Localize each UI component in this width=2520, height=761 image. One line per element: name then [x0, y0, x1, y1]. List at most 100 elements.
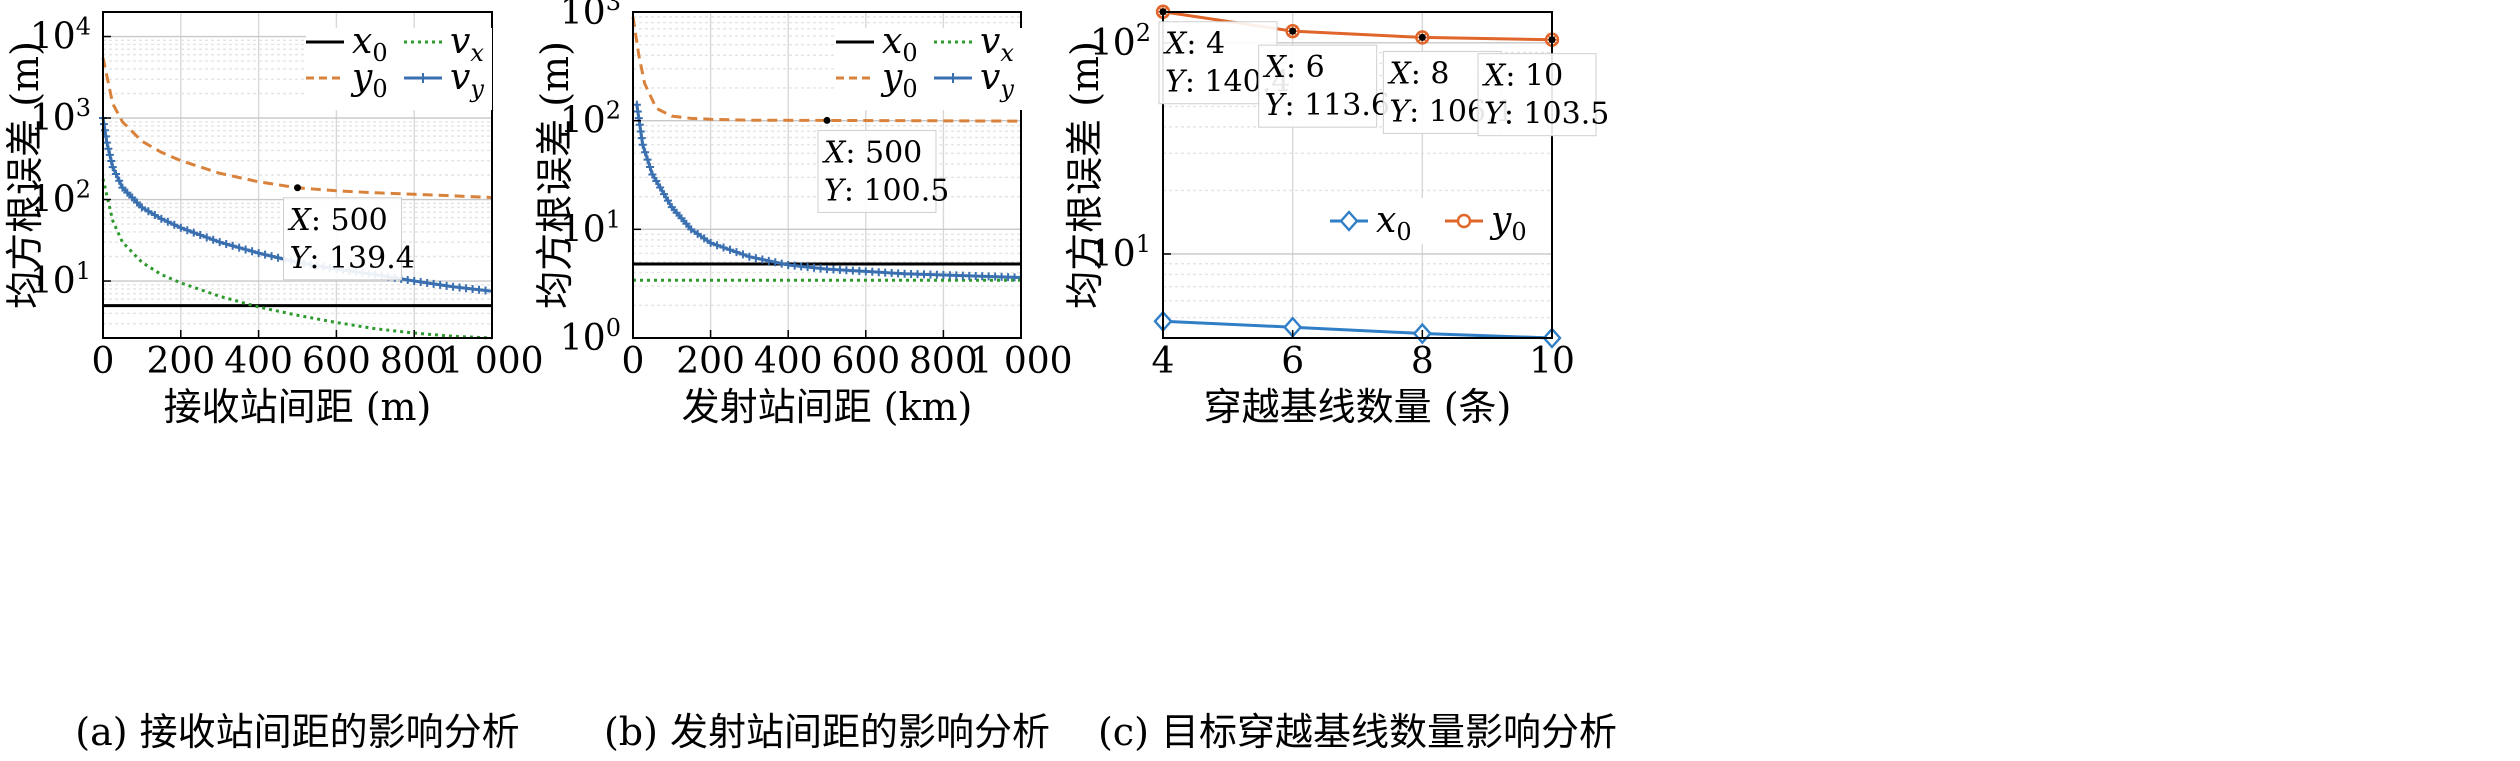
datatip-text: X: 500 — [288, 203, 388, 238]
data-point — [660, 190, 669, 199]
panel-caption: (c) 目标穿越基线数量影响分析 — [1098, 710, 1617, 754]
data-point — [645, 163, 654, 172]
x-tick-label: 1 000 — [440, 341, 543, 382]
y-tick-label: 100 — [560, 314, 621, 359]
datatip: X: 4Y: 140.4 — [1158, 8, 1290, 105]
panel-caption: (b) 发射站间距的影响分析 — [604, 710, 1050, 754]
legend-label: vx — [450, 21, 484, 67]
plot-frame — [1162, 11, 1553, 339]
data-point — [176, 223, 185, 232]
series-y-0 — [631, 16, 1022, 123]
x-tick-label: 0 — [92, 341, 115, 382]
y-tick-label: 101 — [30, 257, 91, 302]
data-point — [267, 252, 276, 261]
series-line — [101, 57, 493, 199]
legend-marker — [418, 73, 428, 83]
data-point — [241, 245, 250, 254]
series-y-0 — [101, 57, 493, 199]
legend: x0 y0 — [1330, 198, 1550, 246]
data-point — [643, 155, 652, 164]
data-point — [764, 256, 773, 265]
legend-marker — [1339, 210, 1359, 232]
data-point — [663, 196, 672, 205]
plot-frame — [102, 11, 493, 339]
data-point — [732, 248, 741, 257]
data-point — [157, 214, 166, 223]
x-axis-label: 发射站间距 (km) — [682, 385, 973, 429]
data-point — [235, 243, 244, 252]
data-point — [105, 150, 114, 159]
y-axis-label: 均方根误差 (m) — [3, 41, 47, 309]
data-point — [189, 228, 198, 237]
datatip-marker — [294, 184, 301, 192]
datatip-marker — [823, 116, 831, 124]
data-point — [481, 286, 490, 295]
datatip-box — [1158, 21, 1278, 105]
data-point — [638, 140, 647, 149]
data-point — [656, 183, 665, 192]
data-point — [403, 275, 412, 284]
datatip-box — [1477, 53, 1597, 137]
data-point — [706, 238, 715, 247]
data-point — [248, 247, 257, 256]
data-point — [700, 234, 709, 243]
x-tick-label: 400 — [754, 341, 823, 382]
plot-frame — [632, 11, 1022, 339]
datatip-text: X: 8 — [1387, 56, 1449, 91]
data-point — [771, 258, 780, 267]
datatip-text: Y: 103.5 — [1484, 97, 1609, 132]
data-point — [102, 138, 111, 147]
datatip-marker — [1159, 8, 1167, 16]
series-v-x — [101, 178, 493, 340]
legend-label: vx — [980, 21, 1014, 67]
datatip-text: Y: 100.5 — [824, 173, 949, 208]
x-axis-label: 接收站间距 (m) — [164, 385, 432, 429]
data-point — [128, 193, 137, 202]
x-tick-label: 600 — [302, 341, 371, 382]
legend-marker — [948, 73, 958, 83]
datatip-text: X: 10 — [1482, 59, 1563, 94]
data-point — [196, 230, 205, 239]
data-point — [111, 169, 120, 178]
data-point — [652, 176, 661, 185]
data-point — [215, 238, 224, 247]
data-point — [745, 252, 754, 261]
datatip-box — [283, 197, 402, 281]
datatip-marker — [1418, 33, 1426, 41]
y-axis-label: 均方根误差 (m) — [1063, 41, 1107, 309]
x-tick-label: 600 — [831, 341, 900, 382]
data-point — [713, 241, 722, 250]
series-v-y — [632, 100, 1022, 282]
datatip: X: 6Y: 113.6 — [1258, 27, 1390, 128]
data-point — [751, 254, 760, 263]
data-point — [118, 183, 127, 192]
data-point — [274, 253, 283, 262]
datatip-text: Y: 113.6 — [1265, 88, 1390, 123]
data-point — [667, 203, 676, 212]
x-axis-label: 穿越基线数量 (条) — [1204, 385, 1512, 429]
data-point — [137, 203, 146, 212]
data-point — [108, 163, 117, 172]
datatip-box — [817, 129, 937, 213]
data-point — [115, 176, 124, 185]
datatip-text: X: 4 — [1163, 27, 1225, 62]
datatip-box — [1258, 44, 1378, 128]
datatip-marker — [1289, 27, 1297, 35]
data-point — [202, 233, 211, 242]
datatip-text: Y: 139.4 — [290, 241, 415, 276]
series-line — [631, 16, 1022, 123]
data-point — [719, 243, 728, 252]
series-line — [1162, 319, 1553, 340]
x-tick-label: 8 — [1411, 341, 1434, 382]
data-point — [228, 241, 237, 250]
panel-caption: (a) 接收站间距的影响分析 — [75, 710, 519, 754]
datatip-text: X: 6 — [1263, 50, 1325, 85]
data-point — [144, 207, 153, 216]
x-tick-label: 200 — [676, 341, 745, 382]
x-tick-label: 1 000 — [969, 341, 1072, 382]
